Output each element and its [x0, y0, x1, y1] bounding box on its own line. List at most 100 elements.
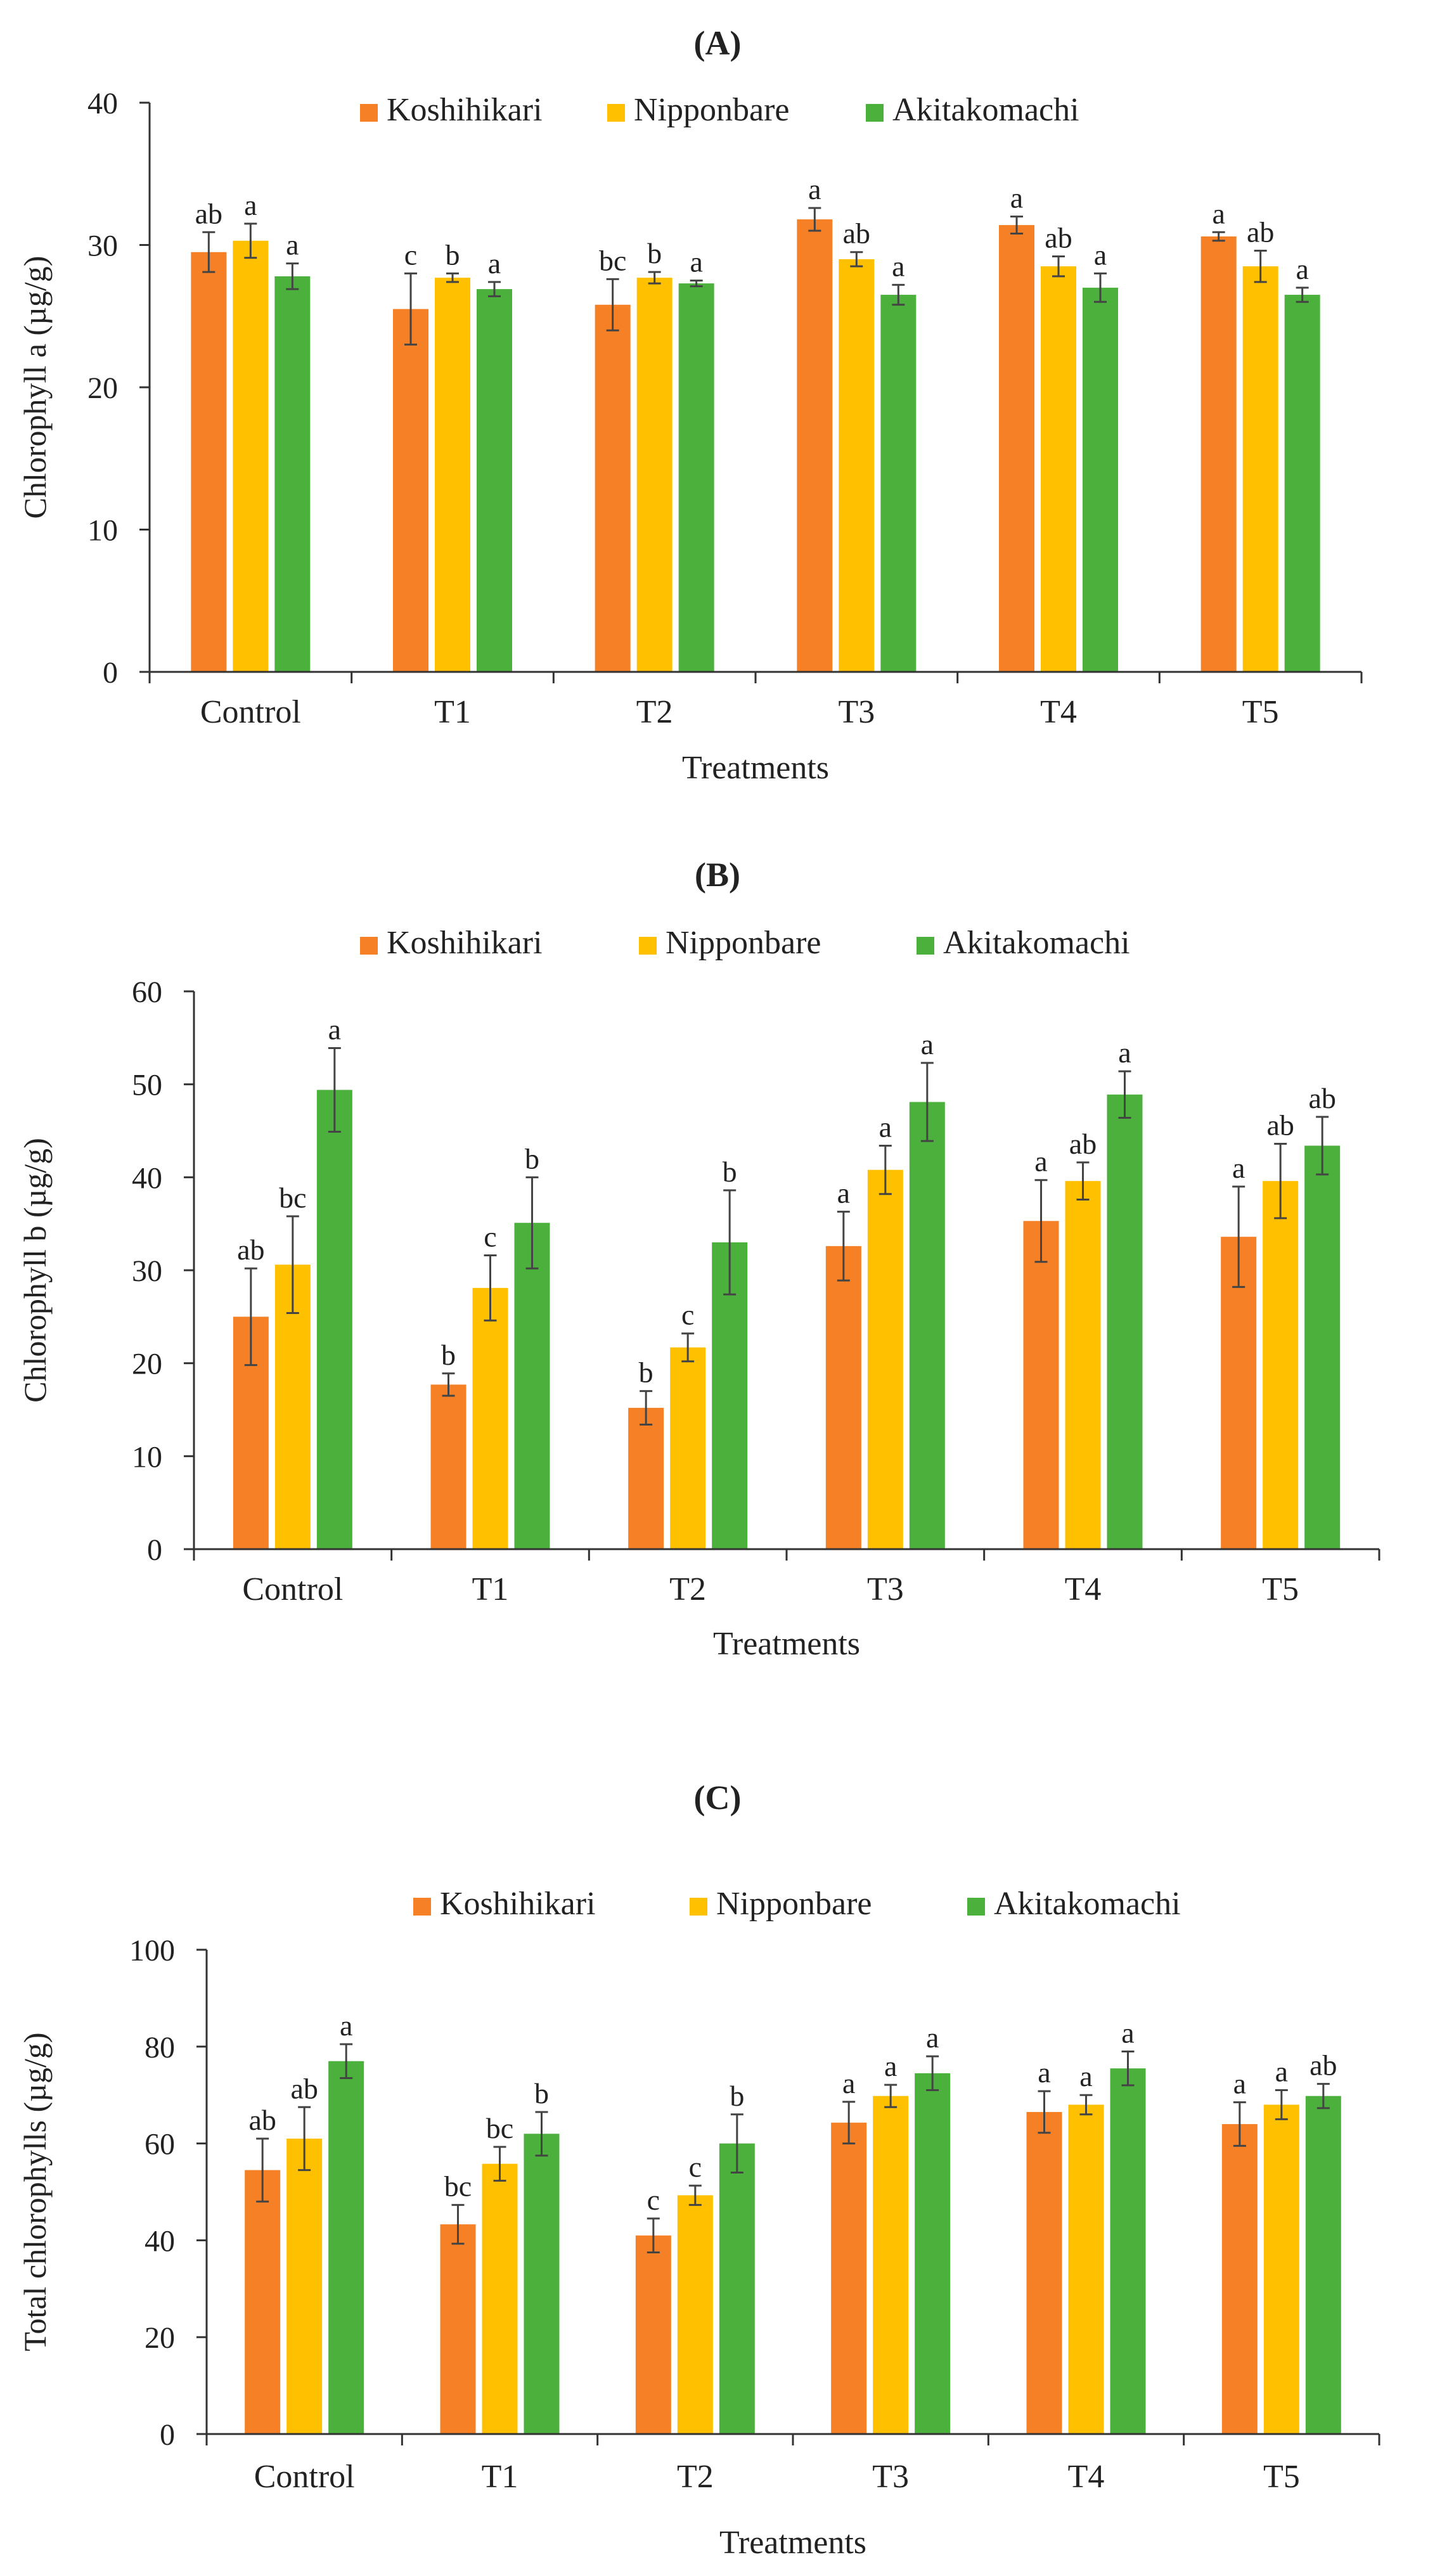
- bar-nipponbare: [1263, 1181, 1299, 1549]
- bar-koshihikari: [430, 1384, 467, 1549]
- legend-label-nipponbare: Nipponbare: [666, 925, 821, 961]
- bar-akitakomachi: [514, 1223, 550, 1549]
- bar-koshihikari: [831, 2122, 867, 2434]
- legend-label-akitakomachi: Akitakomachi: [943, 925, 1130, 961]
- bar-akitakomachi: [274, 276, 311, 672]
- significance-label: a: [1233, 2068, 1246, 2100]
- significance-label: a: [1079, 2060, 1092, 2092]
- bar-koshihikari: [999, 225, 1034, 672]
- significance-label: a: [244, 189, 257, 221]
- y-tick-label: 60: [145, 2128, 175, 2161]
- x-axis-label: Treatments: [682, 750, 829, 786]
- y-tick-label: 10: [132, 1440, 162, 1474]
- x-tick-label: T4: [1040, 694, 1077, 730]
- significance-label: b: [723, 1156, 737, 1188]
- bar-nipponbare: [867, 1169, 903, 1549]
- bar-akitakomachi: [328, 2061, 364, 2434]
- y-tick-label: 40: [87, 87, 118, 120]
- bar-nipponbare: [1263, 2104, 1299, 2434]
- bar-nipponbare: [1242, 266, 1278, 672]
- y-tick-label: 30: [132, 1254, 162, 1288]
- y-tick-label: 30: [87, 229, 118, 263]
- y-tick-label: 10: [87, 514, 118, 548]
- significance-label: b: [446, 238, 460, 271]
- significance-label: ab: [843, 217, 870, 250]
- bar-nipponbare: [1041, 266, 1076, 672]
- y-tick-label: 100: [129, 1934, 175, 1967]
- significance-label: a: [892, 250, 904, 282]
- bar-akitakomachi: [909, 1102, 945, 1549]
- bar-nipponbare: [1068, 2104, 1104, 2434]
- bar-koshihikari: [1221, 2124, 1258, 2434]
- significance-label: a: [286, 229, 299, 261]
- significance-label: a: [690, 246, 702, 278]
- significance-label: a: [808, 173, 821, 205]
- significance-label: c: [647, 2184, 660, 2216]
- y-tick-label: 50: [132, 1069, 162, 1102]
- x-tick-label: T1: [482, 2459, 518, 2495]
- y-tick-label: 0: [147, 1533, 162, 1567]
- bar-koshihikari: [440, 2224, 476, 2434]
- significance-label: a: [1094, 238, 1107, 271]
- bar-nipponbare: [482, 2163, 518, 2434]
- legend-label-koshihikari: Koshihikari: [440, 1886, 596, 1922]
- significance-label: a: [1010, 182, 1023, 214]
- legend-swatch-akitakomachi: [866, 104, 884, 122]
- bar-koshihikari: [628, 1408, 664, 1549]
- significance-label: bc: [444, 2170, 472, 2203]
- bar-akitakomachi: [1284, 295, 1320, 672]
- significance-label: a: [1275, 2056, 1288, 2088]
- significance-label: ab: [195, 197, 222, 229]
- y-axis-label: Chlorophyll a (µg/g): [17, 256, 53, 519]
- bar-nipponbare: [435, 278, 470, 672]
- significance-label: b: [639, 1356, 653, 1389]
- significance-label: b: [534, 2077, 549, 2109]
- significance-label: bc: [279, 1182, 306, 1214]
- x-tick-label: T5: [1242, 694, 1279, 730]
- significance-label: c: [689, 2151, 702, 2183]
- x-tick-label: Control: [200, 694, 301, 730]
- significance-label: b: [525, 1142, 539, 1175]
- y-tick-label: 80: [145, 2031, 175, 2064]
- significance-label: a: [1118, 1036, 1131, 1069]
- significance-label: ab: [248, 2104, 276, 2136]
- legend-label-nipponbare: Nipponbare: [634, 92, 789, 128]
- y-axis-label: Chlorophyll b (µg/g): [17, 1138, 53, 1403]
- bar-akitakomachi: [1304, 1145, 1341, 1549]
- bar-akitakomachi: [1305, 2096, 1341, 2434]
- bar-akitakomachi: [316, 1090, 352, 1549]
- y-tick-label: 0: [103, 656, 118, 690]
- x-axis-label: Treatments: [719, 2525, 866, 2561]
- legend-swatch-koshihikari: [413, 1898, 431, 1916]
- bar-akitakomachi: [1083, 287, 1118, 673]
- x-tick-label: T5: [1262, 1571, 1299, 1607]
- significance-label: a: [328, 1013, 341, 1045]
- significance-label: a: [884, 2050, 897, 2082]
- legend-swatch-nipponbare: [639, 937, 657, 955]
- bar-koshihikari: [1200, 236, 1237, 672]
- bar-nipponbare: [873, 2096, 909, 2434]
- bar-koshihikari: [1026, 2111, 1062, 2434]
- legend-label-koshihikari: Koshihikari: [387, 925, 543, 961]
- bar-nipponbare: [286, 2138, 323, 2434]
- significance-label: c: [681, 1299, 694, 1331]
- legend-swatch-nipponbare: [690, 1898, 707, 1916]
- significance-label: ab: [1045, 221, 1072, 254]
- bar-nipponbare: [670, 1347, 706, 1549]
- x-tick-label: Control: [242, 1571, 343, 1607]
- bar-koshihikari: [595, 304, 631, 672]
- bar-akitakomachi: [719, 2143, 755, 2434]
- bar-nipponbare: [636, 278, 672, 672]
- significance-label: a: [1034, 1145, 1047, 1178]
- y-tick-label: 40: [132, 1161, 162, 1195]
- significance-label: a: [837, 1177, 850, 1209]
- x-tick-label: T1: [434, 694, 471, 730]
- legend-swatch-akitakomachi: [967, 1898, 985, 1916]
- x-tick-label: T2: [636, 694, 673, 730]
- bar-koshihikari: [1221, 1237, 1257, 1549]
- bar-akitakomachi: [524, 2134, 560, 2434]
- x-tick-label: Control: [254, 2459, 355, 2495]
